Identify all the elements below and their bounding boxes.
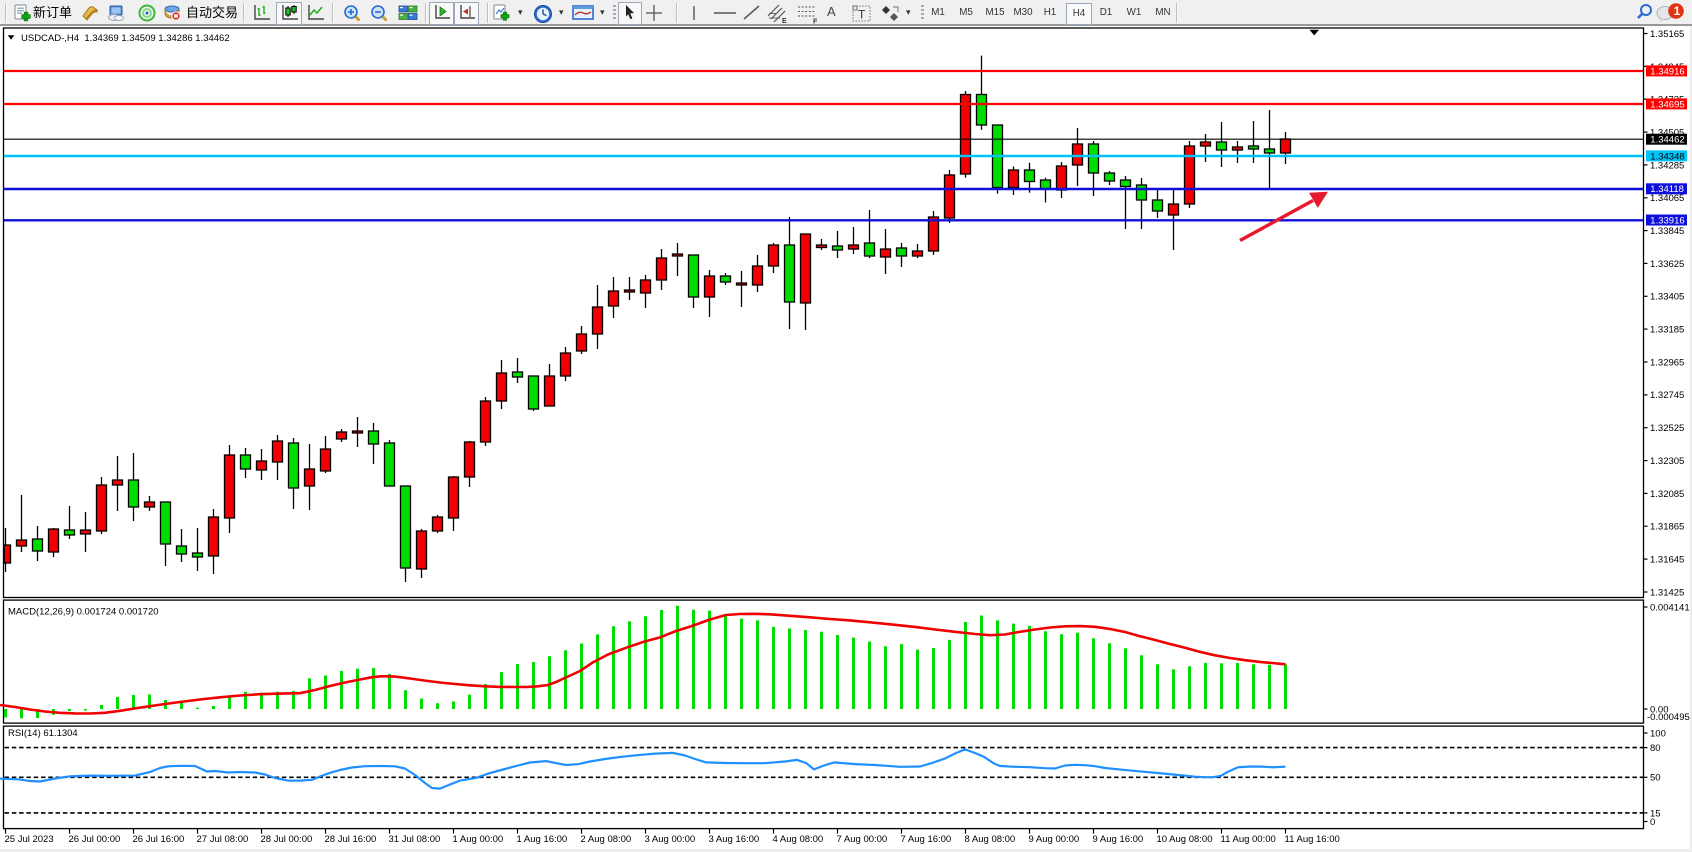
svg-text:USDCAD-,H4 1.34369 1.34509 1.: USDCAD-,H4 1.34369 1.34509 1.34286 1.344…	[21, 33, 230, 44]
svg-text:28 Jul 00:00: 28 Jul 00:00	[261, 834, 313, 845]
svg-text:1.31865: 1.31865	[1650, 522, 1684, 533]
svg-text:100: 100	[1650, 728, 1666, 739]
svg-text:80: 80	[1650, 743, 1661, 754]
svg-text:0: 0	[1650, 817, 1655, 828]
svg-text:7 Aug 16:00: 7 Aug 16:00	[901, 834, 952, 845]
svg-text:-0.000495: -0.000495	[1647, 712, 1690, 723]
svg-text:1.33185: 1.33185	[1650, 325, 1684, 336]
svg-text:15: 15	[1650, 808, 1661, 819]
svg-text:27 Jul 08:00: 27 Jul 08:00	[197, 834, 249, 845]
svg-text:1: 1	[1674, 4, 1681, 18]
svg-text:9 Aug 16:00: 9 Aug 16:00	[1093, 834, 1144, 845]
svg-text:2 Aug 08:00: 2 Aug 08:00	[581, 834, 632, 845]
svg-text:1.34505: 1.34505	[1650, 128, 1684, 139]
svg-text:8 Aug 08:00: 8 Aug 08:00	[965, 834, 1016, 845]
svg-text:F: F	[813, 19, 818, 25]
svg-text:1 Aug 16:00: 1 Aug 16:00	[517, 834, 568, 845]
svg-text:10 Aug 08:00: 10 Aug 08:00	[1157, 834, 1213, 845]
svg-text:1.34348: 1.34348	[1650, 151, 1684, 162]
svg-text:28 Jul 16:00: 28 Jul 16:00	[325, 834, 377, 845]
svg-text:11 Aug 00:00: 11 Aug 00:00	[1221, 834, 1276, 845]
svg-text:1.32965: 1.32965	[1650, 357, 1684, 368]
svg-text:1.33916: 1.33916	[1650, 215, 1684, 226]
svg-text:26 Jul 16:00: 26 Jul 16:00	[133, 834, 185, 845]
svg-text:1.33625: 1.33625	[1650, 259, 1684, 270]
svg-text:T: T	[858, 8, 866, 22]
svg-text:0.004141: 0.004141	[1650, 602, 1690, 613]
svg-text:26 Jul 00:00: 26 Jul 00:00	[69, 834, 121, 845]
svg-text:1.32745: 1.32745	[1650, 390, 1684, 401]
svg-text:1.35165: 1.35165	[1650, 29, 1684, 40]
svg-text:1.34916: 1.34916	[1650, 66, 1684, 77]
svg-text:9 Aug 00:00: 9 Aug 00:00	[1029, 834, 1080, 845]
svg-text:1.34285: 1.34285	[1650, 160, 1684, 171]
svg-text:50: 50	[1650, 773, 1661, 784]
svg-text:7 Aug 00:00: 7 Aug 00:00	[837, 834, 888, 845]
svg-text:3 Aug 16:00: 3 Aug 16:00	[709, 834, 760, 845]
svg-text:1.31425: 1.31425	[1650, 587, 1684, 598]
svg-text:1.31645: 1.31645	[1650, 555, 1684, 566]
svg-text:11 Aug 16:00: 11 Aug 16:00	[1285, 834, 1340, 845]
svg-text:3 Aug 00:00: 3 Aug 00:00	[645, 834, 696, 845]
svg-text:1.33405: 1.33405	[1650, 292, 1684, 303]
svg-text:RSI(14) 61.1304: RSI(14) 61.1304	[8, 728, 78, 739]
svg-text:1.32305: 1.32305	[1650, 456, 1684, 467]
svg-text:31 Jul 08:00: 31 Jul 08:00	[389, 834, 441, 845]
svg-text:MACD(12,26,9) 0.001724 0.00172: MACD(12,26,9) 0.001724 0.001720	[8, 607, 159, 618]
svg-text:1.34695: 1.34695	[1650, 99, 1684, 110]
svg-text:1.34065: 1.34065	[1650, 193, 1684, 204]
svg-text:1 Aug 00:00: 1 Aug 00:00	[453, 834, 504, 845]
svg-text:1.33845: 1.33845	[1650, 226, 1684, 237]
svg-text:4 Aug 08:00: 4 Aug 08:00	[773, 834, 824, 845]
svg-text:1.32525: 1.32525	[1650, 423, 1684, 434]
svg-text:1.32085: 1.32085	[1650, 489, 1684, 500]
svg-text:1.34118: 1.34118	[1650, 184, 1684, 195]
svg-text:1.34462: 1.34462	[1650, 135, 1684, 146]
svg-text:25 Jul 2023: 25 Jul 2023	[5, 834, 54, 845]
svg-text:0.00: 0.00	[1650, 704, 1669, 715]
svg-text:E: E	[782, 18, 787, 24]
